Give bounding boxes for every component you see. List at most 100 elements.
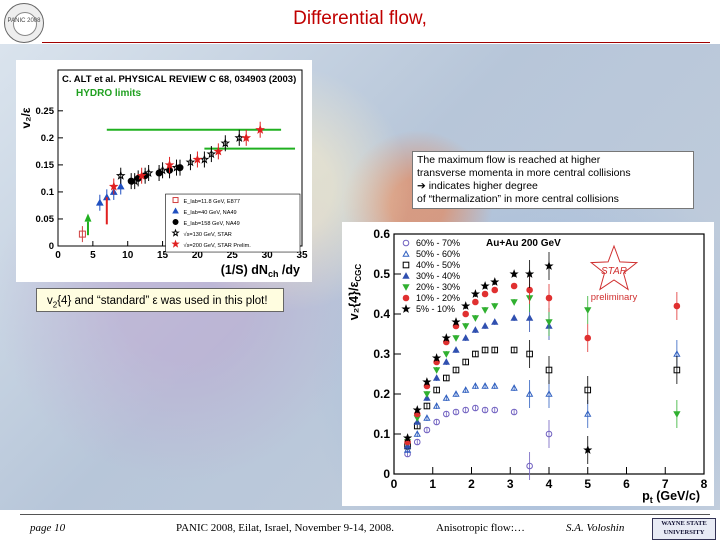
legend-entry: 30% - 40%: [416, 271, 460, 281]
note-line: The maximum flow is reached at higher: [417, 154, 601, 166]
data-point: [510, 346, 518, 354]
x-tick-label: 35: [296, 250, 308, 261]
right-figure: v₂{4}/εCGC 0 0.1 0.2 0.3 0.4 0.5 0.6 0 1 2 3 4 5 6 7 8 pt…: [342, 222, 714, 506]
data-point: [490, 277, 500, 286]
data-point: [213, 146, 224, 156]
data-point: [481, 290, 489, 298]
x-axis-label: (1/S) dNch /dy: [221, 263, 300, 279]
data-point: [673, 411, 681, 418]
data-point: [491, 318, 499, 325]
data-point: [491, 303, 499, 310]
star-badge-label: STAR: [601, 266, 627, 277]
data-point: [431, 353, 442, 362]
v2-method-note: v2{4} and “standard” ε was used in this …: [36, 288, 284, 312]
x-tick-label: 10: [122, 250, 134, 261]
data-point: [403, 433, 413, 442]
data-point: [403, 446, 412, 453]
data-point: [422, 377, 432, 386]
data-point: [129, 176, 140, 186]
data-point: [171, 162, 182, 172]
data-point: [157, 165, 168, 175]
y-tick-label: 0.4: [373, 307, 390, 321]
data-point: [136, 170, 147, 180]
data-point: [584, 307, 592, 314]
data-point: [510, 384, 518, 391]
y-tick-label: 0.2: [373, 387, 390, 401]
v2-vs-pt-chart: v₂{4}/εCGC 0 0.1 0.2 0.3 0.4 0.5 0.6 0 1 2 3 4 5 6 7 8pt…: [347, 227, 708, 505]
data-point: [491, 346, 499, 354]
y-tick-label: 0.05: [36, 214, 55, 225]
data-point: [509, 269, 519, 278]
data-point: [441, 333, 451, 342]
x-tick-label: 0: [55, 250, 61, 261]
legend-entry: √s=130 GeV, STAR: [184, 231, 232, 238]
hydro-label: HYDRO limits: [76, 88, 141, 99]
data-point: [442, 351, 450, 358]
green-arrow-icon: [84, 213, 92, 222]
data-point: [526, 286, 533, 294]
legend-entry: E_lab=11.8 GeV, E877: [184, 199, 240, 205]
note-line: ➔ indicates higher degree: [417, 180, 538, 192]
data-point: [413, 430, 421, 437]
legend-entry: 40% - 50%: [416, 260, 460, 270]
topic-label: Anisotropic flow:…: [436, 522, 525, 534]
logo-text: PANIC 2008: [7, 18, 41, 24]
data-point: [462, 406, 469, 414]
data-point: [402, 272, 410, 279]
data-point: [526, 462, 533, 470]
legend-entry: E_lab=158 GeV, NA49: [184, 221, 240, 227]
data-point: [433, 418, 440, 426]
data-point: [199, 154, 210, 164]
x-tick-label: 6: [623, 477, 630, 491]
data-point: [510, 408, 518, 416]
note-line: of “thermalization” in more central coll…: [417, 193, 619, 205]
data-point: [220, 138, 231, 148]
data-point: [481, 307, 489, 314]
data-point: [402, 239, 410, 247]
data-point: [402, 250, 410, 257]
data-point: [545, 430, 553, 438]
data-point: [673, 302, 681, 310]
conference-label: PANIC 2008, Eilat, Israel, November 9-14…: [176, 522, 395, 534]
legend-entry: 10% - 20%: [416, 293, 460, 303]
data-point: [423, 426, 431, 434]
data-point: [472, 404, 479, 412]
data-point: [442, 394, 450, 401]
data-point: [584, 410, 592, 417]
y-tick-label: 0.3: [373, 347, 390, 361]
x-tick-label: 15: [157, 250, 169, 261]
data-point: [432, 374, 441, 381]
data-point: [510, 282, 518, 290]
y-tick-label: 0: [383, 467, 390, 481]
data-point: [481, 346, 489, 354]
data-point: [481, 406, 489, 414]
left-figure: C. ALT et al. PHYSICAL REVIEW C 68, 0349…: [16, 60, 312, 282]
x-tick-label: 0: [391, 477, 398, 491]
data-point: [462, 310, 469, 318]
x-tick-label: 25: [227, 250, 239, 261]
data-point: [95, 198, 104, 206]
x-tick-label: 1: [429, 477, 436, 491]
data-point: [241, 132, 252, 142]
x-tick-label: 5: [584, 477, 591, 491]
data-point: [491, 382, 499, 389]
data-point: [432, 402, 441, 409]
data-point: [452, 335, 460, 342]
data-point: [442, 358, 450, 365]
x-tick-label: 2: [468, 477, 475, 491]
y-tick-label: 0.15: [36, 160, 55, 171]
data-point: [423, 402, 431, 410]
data-point: [471, 315, 480, 322]
data-point: [452, 390, 460, 397]
data-point: [255, 124, 265, 134]
footer-rule: [20, 514, 710, 515]
data-point: [462, 386, 470, 393]
data-point: [462, 323, 470, 330]
data-point: [480, 281, 490, 290]
v2-eps-vs-density-chart: C. ALT et al. PHYSICAL REVIEW C 68, 0349…: [19, 69, 308, 279]
data-point: [471, 382, 480, 389]
slide-header: PANIC 2008 Differential flow,: [0, 0, 720, 44]
y-tick-label: 0.1: [373, 427, 390, 441]
slide-footer: page 10 PANIC 2008, Eilat, Israel, Novem…: [0, 510, 720, 540]
y-tick-label: 0: [49, 241, 54, 252]
